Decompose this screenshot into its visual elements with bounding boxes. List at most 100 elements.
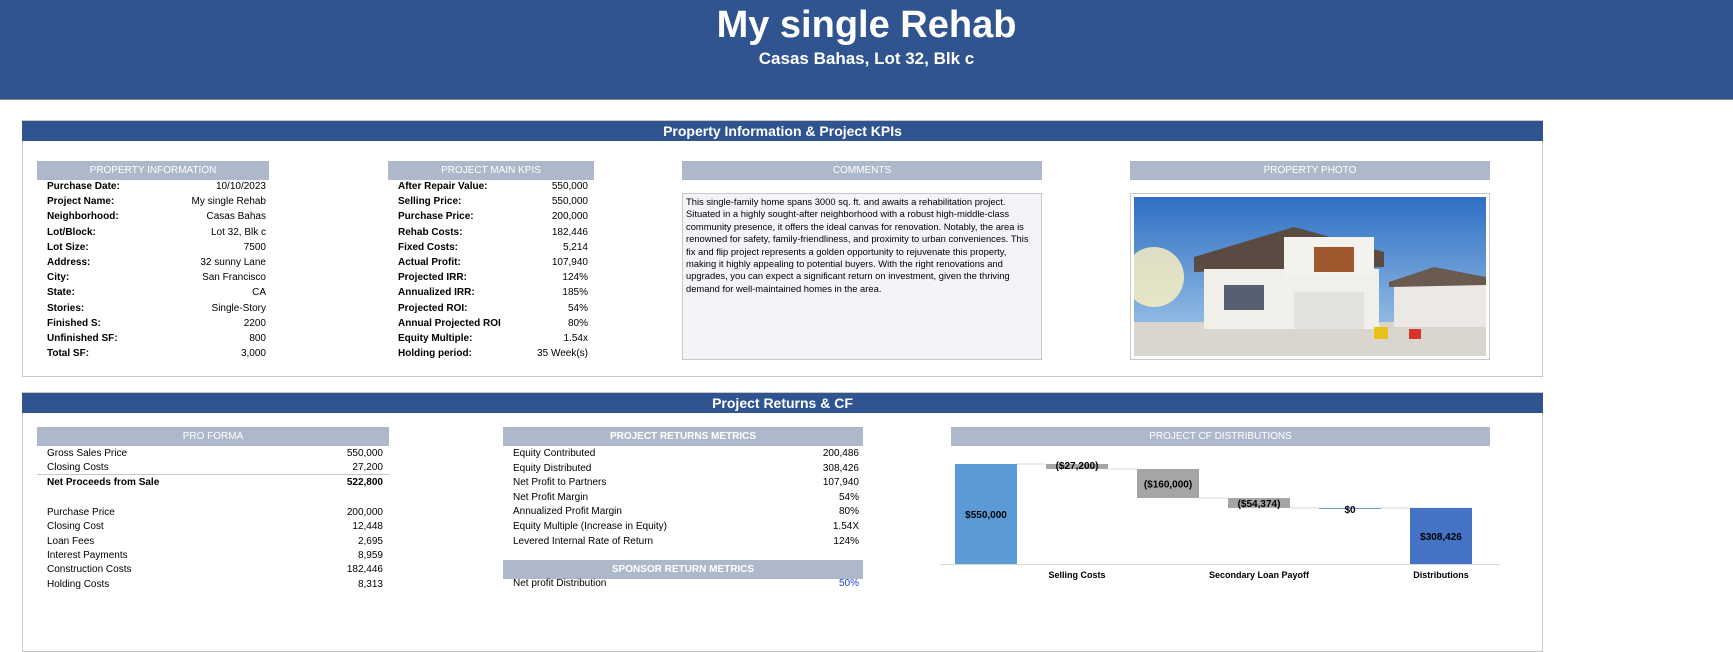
data-label: $308,426 [1420,532,1462,543]
row-label: Equity Distributed [513,462,592,474]
report-title: My single Rehab [716,4,1017,46]
table-row: Equity Multiple: 1.54x [398,333,588,344]
data-label: ($54,374) [1238,499,1281,510]
row-value: 522,800 [346,477,383,488]
row-value: Single-Story [211,302,266,314]
returns-metrics-header: PROJECT RETURNS METRICS [503,427,863,446]
row-label: Equity Multiple (Increase in Equity) [513,521,667,532]
row-label: Stories: [47,302,85,314]
row-value: 182,446 [551,226,588,238]
photo-header: PROPERTY PHOTO [1130,161,1490,180]
table-row: Equity Multiple (Increase in Equity) 1.54… [513,521,859,532]
table-row: Closing Cost 12,448 [47,521,383,532]
row-value: 800 [249,333,266,344]
row-label: Address: [47,257,91,268]
report-subtitle: Casas Bahas, Lot 32, Blk c [758,49,975,68]
row-label: Neighborhood: [47,211,119,223]
table-row: State: CA [47,287,266,298]
waterfall-bar[interactable] [1319,507,1381,509]
row-label: Construction Costs [47,564,132,576]
pro-forma-divider [37,474,389,475]
row-value: My single Rehab [191,196,266,208]
row-value: 8,959 [357,549,383,561]
row-label: Closing Cost [47,521,104,533]
row-value: 107,940 [551,257,588,268]
row-label: Net Profit Margin [513,491,589,503]
row-value: San Francisco [202,272,266,284]
row-label: Fixed Costs: [398,241,459,253]
row-label: Net profit Distribution [513,578,607,589]
row-label: Interest Payments [47,549,128,561]
table-row: Net Profit Margin 54% [513,492,859,503]
table-row: Unfinished SF: 800 [47,333,266,344]
category-label: Selling Costs [1048,570,1105,580]
table-row: Holding Costs 8,313 [47,579,383,590]
waterfall-bar[interactable] [1046,464,1108,469]
table-row: After Repair Value: 550,000 [398,181,588,192]
row-value: 200,000 [346,507,383,518]
table-row: Lot/Block: Lot 32, Blk c [47,227,266,238]
row-label: Closing Costs [47,462,109,473]
table-row: Projected IRR: 124% [398,272,588,283]
row-value: 107,940 [822,477,859,489]
row-label: Total SF: [47,348,90,360]
table-row: Neighborhood: Casas Bahas [47,211,266,222]
table-row: Finished S: 2200 [47,318,266,329]
row-label: Selling Price: [398,196,462,208]
row-label: Rehab Costs: [398,226,463,238]
table-row: Fixed Costs: 5,214 [398,242,588,253]
row-label: Net Profit to Partners [513,477,607,489]
table-row: Interest Payments 8,959 [47,550,383,561]
data-label: $550,000 [965,510,1007,521]
property-photo[interactable] [1124,193,1490,360]
table-row: Purchase Date: 10/10/2023 [47,181,266,192]
table-row: Selling Price: 550,000 [398,196,588,207]
row-value: 124% [562,272,588,284]
cf-waterfall-chart: $550,000 ($27,200) Selling Costs ($160,000)… [940,450,1500,590]
row-label: Levered Internal Rate of Return [513,535,654,547]
row-label: Finished S: [47,317,101,329]
section-title-returns: Project Returns & CF [22,393,1543,413]
category-label: Secondary Loan Payoff [1209,570,1310,580]
table-row: Net Profit to Partners 107,940 [513,477,859,488]
pro-forma-header: PRO FORMA [37,427,389,446]
table-row: Annual Projected ROI 80% [398,318,588,329]
row-value: 124% [833,535,859,547]
row-value: 200,486 [822,448,859,459]
table-row: Equity Contributed 200,486 [513,448,859,459]
row-label: Projected IRR: [398,272,467,284]
row-label: Purchase Date: [47,181,120,192]
comments-box[interactable]: This single-family home spans 3000 sq. f… [682,193,1042,360]
table-row: Purchase Price: 200,000 [398,211,588,222]
waterfall-bar[interactable] [1410,507,1472,564]
waterfall-bar[interactable] [1228,498,1290,508]
row-value: 1.54x [563,333,588,344]
waterfall-bar[interactable] [1137,468,1199,499]
row-value: 185% [562,287,588,299]
row-label: Unfinished SF: [47,333,118,344]
table-row: Total SF: 3,000 [47,348,266,359]
table-row: Loan Fees 2,695 [47,536,383,547]
row-value: 5,214 [562,241,588,253]
house-photo-image [1124,197,1486,356]
section-title-property: Property Information & Project KPIs [22,121,1543,141]
table-row: Construction Costs 182,446 [47,564,383,575]
table-row: Lot Size: 7500 [47,242,266,253]
row-label: Purchase Price: [398,211,474,223]
row-value: 80% [567,317,588,329]
row-label: Annualized IRR: [398,287,475,299]
row-label: Annualized Profit Margin [513,506,622,518]
table-row: Annualized Profit Margin 80% [513,506,859,517]
table-row: Stories: Single-Story [47,303,266,314]
data-label: $0 [1344,505,1356,516]
net-proceeds-row: Net Proceeds from Sale 522,800 [47,477,383,488]
row-value: Casas Bahas [206,211,266,223]
data-label: ($160,000) [1144,479,1192,490]
row-label: Loan Fees [47,535,95,547]
waterfall-bar[interactable] [955,464,1017,564]
kpis-header: PROJECT MAIN KPIS [388,161,594,180]
row-value: 32 sunny Lane [200,257,266,268]
row-label: Actual Profit: [398,257,461,268]
comments-header: COMMENTS [682,161,1042,180]
row-label: Holding Costs [47,578,110,590]
